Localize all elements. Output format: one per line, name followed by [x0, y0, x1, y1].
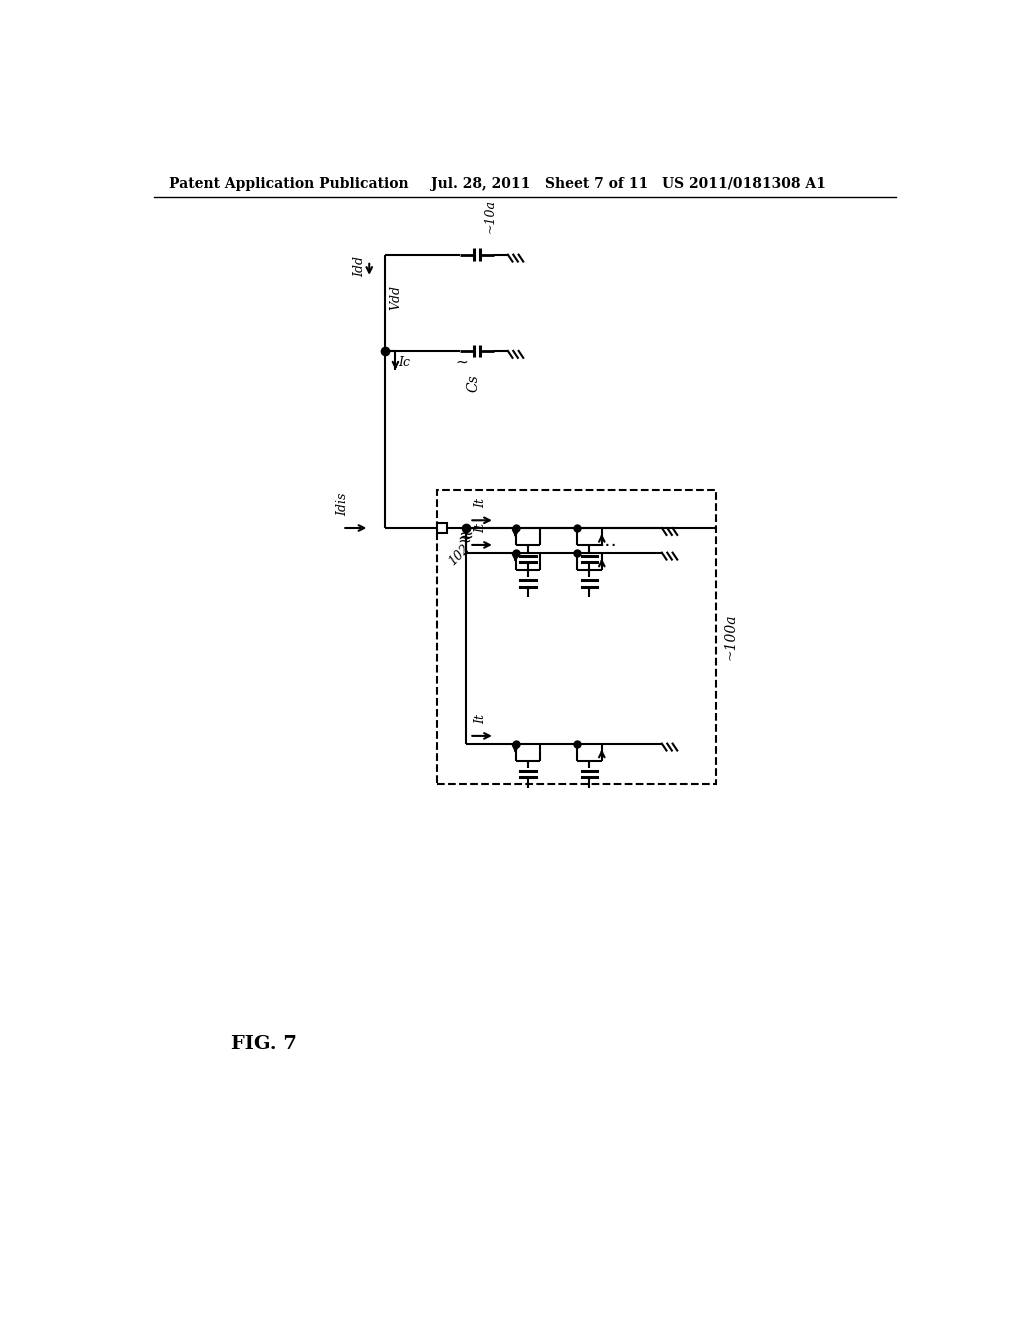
Text: Jul. 28, 2011   Sheet 7 of 11: Jul. 28, 2011 Sheet 7 of 11 — [431, 177, 648, 191]
Text: FIG. 7: FIG. 7 — [230, 1035, 297, 1053]
Text: ~: ~ — [456, 354, 468, 370]
Text: ≈: ≈ — [457, 531, 471, 549]
Text: Patent Application Publication: Patent Application Publication — [169, 177, 409, 191]
Text: It: It — [474, 523, 487, 533]
Text: ≈: ≈ — [458, 528, 473, 545]
Text: Idis: Idis — [336, 494, 349, 516]
Bar — [437, 490, 716, 784]
Text: Idd: Idd — [353, 256, 367, 277]
Text: Vdd: Vdd — [389, 285, 402, 309]
Text: It: It — [474, 498, 487, 508]
Text: 102: 102 — [446, 543, 472, 568]
Text: ~100a: ~100a — [724, 614, 737, 660]
Text: It: It — [474, 714, 487, 723]
Text: Cs: Cs — [466, 374, 480, 392]
Text: ...: ... — [599, 531, 617, 550]
Text: Ic: Ic — [398, 356, 411, 370]
Text: US 2011/0181308 A1: US 2011/0181308 A1 — [662, 177, 825, 191]
Text: ~10a: ~10a — [483, 199, 497, 234]
